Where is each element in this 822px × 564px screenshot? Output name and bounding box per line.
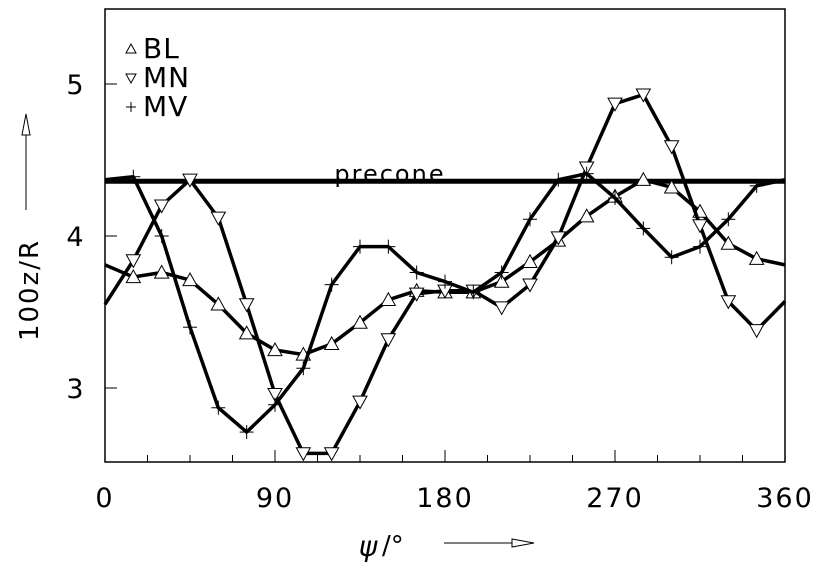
y-tick-label: 3 [66, 374, 83, 405]
y-tick-labels: 3 4 5 [66, 70, 83, 405]
y-axis-arrow-icon [21, 113, 31, 210]
x-tick-label: 90 [256, 483, 294, 514]
y-axis-label-text: 100z/R [15, 239, 45, 341]
legend-item-mn: MN [125, 61, 190, 94]
y-tick-label: 4 [66, 222, 83, 253]
y-tick-label: 5 [66, 70, 83, 101]
x-axis-label-unit: /° [382, 531, 404, 561]
x-tick-label: 360 [756, 483, 814, 514]
x-tick-label: 0 [95, 483, 114, 514]
x-tick-labels: 0 90 180 270 360 [95, 483, 814, 514]
plot-frame [104, 8, 786, 463]
x-axis-arrow-icon [444, 538, 535, 548]
series-mv [104, 166, 786, 440]
legend-label: BL [143, 32, 180, 65]
x-axis-label-symbol: ψ [359, 530, 378, 563]
legend-label: MV [143, 90, 188, 123]
x-tick-label: 180 [416, 483, 474, 514]
precone-label: precone [334, 160, 445, 188]
legend-item-bl: BL [125, 32, 180, 65]
legend-item-mv: MV [126, 90, 188, 123]
x-tick-label: 270 [586, 483, 644, 514]
legend-label: MN [143, 61, 190, 94]
y-axis-label: 100z/R [15, 239, 45, 341]
axis-ticks [104, 83, 786, 462]
data-series [103, 88, 787, 462]
